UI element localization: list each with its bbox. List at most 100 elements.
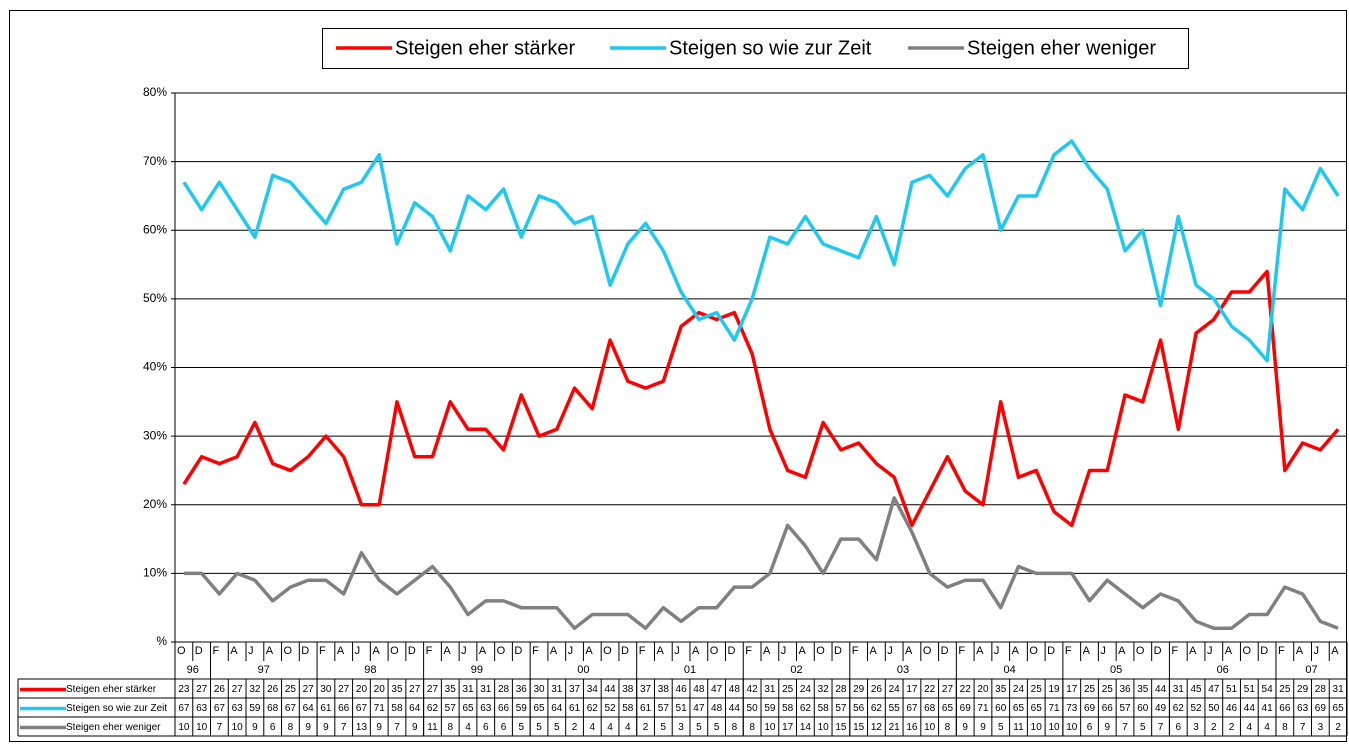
x-tick-label: J	[1100, 645, 1106, 657]
table-cell: 35	[1137, 684, 1149, 695]
table-cell: 6	[270, 722, 276, 733]
table-cell: 46	[676, 684, 688, 695]
table-cell: 65	[1013, 703, 1025, 714]
x-tick-label: O	[710, 645, 719, 657]
table-cell: 67	[214, 703, 226, 714]
table-cell: 62	[427, 703, 439, 714]
x-tick-label: A	[1189, 645, 1197, 657]
x-tick-label: O	[1136, 645, 1145, 657]
table-cell: 37	[640, 684, 652, 695]
table-cell: 5	[1140, 722, 1146, 733]
table-cell: 5	[714, 722, 720, 733]
x-tick-label: A	[870, 645, 878, 657]
table-cell: 50	[747, 703, 759, 714]
table-cell: 58	[622, 703, 634, 714]
table-cell: 65	[1031, 703, 1043, 714]
table-cell: 4	[590, 722, 596, 733]
table-cell: 62	[871, 703, 883, 714]
x-tick-label: J	[887, 645, 893, 657]
table-cell: 8	[1282, 722, 1288, 733]
table-cell: 9	[412, 722, 418, 733]
table-cell: 8	[447, 722, 453, 733]
table-cell: 34	[587, 684, 599, 695]
table-cell: 51	[1226, 684, 1238, 695]
table-cell: 4	[625, 722, 631, 733]
x-group-label: 06	[1217, 664, 1229, 676]
table-cell: 63	[232, 703, 244, 714]
table-cell: 26	[214, 684, 226, 695]
table-cell: 57	[1119, 703, 1131, 714]
table-cell: 38	[658, 684, 670, 695]
table-cell: 10	[196, 722, 208, 733]
table-cell: 52	[604, 703, 616, 714]
table-cell: 63	[196, 703, 208, 714]
table-cell: 2	[572, 722, 578, 733]
table-cell: 64	[551, 703, 563, 714]
table-cell: 62	[587, 703, 599, 714]
table-cell: 68	[924, 703, 936, 714]
x-group-label: 96	[187, 664, 199, 676]
table-cell: 9	[305, 722, 311, 733]
x-tick-label: A	[799, 645, 807, 657]
table-row-label: Steigen eher stärker	[66, 684, 157, 695]
table-cell: 67	[178, 703, 190, 714]
y-tick-label: 50%	[143, 291, 167, 305]
table-cell: 17	[906, 684, 918, 695]
x-tick-label: D	[1047, 645, 1055, 657]
table-cell: 44	[1244, 703, 1256, 714]
table-cell: 7	[1122, 722, 1128, 733]
table-cell: 31	[1333, 684, 1345, 695]
y-tick-label: 30%	[143, 428, 167, 442]
table-cell: 38	[622, 684, 634, 695]
table-cell: 29	[1297, 684, 1309, 695]
table-cell: 6	[483, 722, 489, 733]
table-cell: 65	[1333, 703, 1345, 714]
table-cell: 7	[1158, 722, 1164, 733]
table-cell: 5	[554, 722, 560, 733]
x-tick-label: F	[958, 645, 965, 657]
table-cell: 6	[501, 722, 507, 733]
table-cell: 64	[303, 703, 315, 714]
table-cell: 62	[1173, 703, 1185, 714]
table-cell: 17	[782, 722, 794, 733]
table-cell: 24	[889, 684, 901, 695]
x-tick-label: O	[390, 645, 399, 657]
table-cell: 20	[374, 684, 386, 695]
table-cell: 65	[942, 703, 954, 714]
table-cell: 22	[924, 684, 936, 695]
x-tick-label: A	[443, 645, 451, 657]
table-cell: 42	[747, 684, 759, 695]
table-cell: 31	[551, 684, 563, 695]
x-group-label: 07	[1305, 664, 1317, 676]
table-cell: 10	[178, 722, 190, 733]
table-cell: 7	[394, 722, 400, 733]
table-cell: 61	[320, 703, 332, 714]
table-cell: 47	[711, 684, 723, 695]
table-cell: 27	[338, 684, 350, 695]
x-tick-label: J	[994, 645, 1000, 657]
x-tick-label: D	[621, 645, 629, 657]
table-cell: 31	[462, 684, 474, 695]
table-cell: 7	[1300, 722, 1306, 733]
x-tick-label: A	[1118, 645, 1126, 657]
table-cell: 25	[1084, 684, 1096, 695]
table-cell: 62	[800, 703, 812, 714]
x-tick-label: O	[1242, 645, 1251, 657]
table-cell: 44	[1155, 684, 1167, 695]
table-cell: 68	[267, 703, 279, 714]
table-cell: 67	[285, 703, 297, 714]
table-cell: 35	[995, 684, 1007, 695]
table-cell: 9	[1104, 722, 1110, 733]
x-group-label: 98	[364, 664, 376, 676]
table-cell: 9	[252, 722, 258, 733]
table-cell: 48	[729, 684, 741, 695]
table-cell: 15	[853, 722, 865, 733]
table-cell: 51	[1244, 684, 1256, 695]
table-cell: 28	[498, 684, 510, 695]
table-cell: 35	[445, 684, 457, 695]
x-tick-label: A	[905, 645, 913, 657]
table-cell: 44	[729, 703, 741, 714]
table-cell: 66	[338, 703, 350, 714]
x-tick-label: F	[426, 645, 433, 657]
y-tick-label: 40%	[143, 360, 167, 374]
